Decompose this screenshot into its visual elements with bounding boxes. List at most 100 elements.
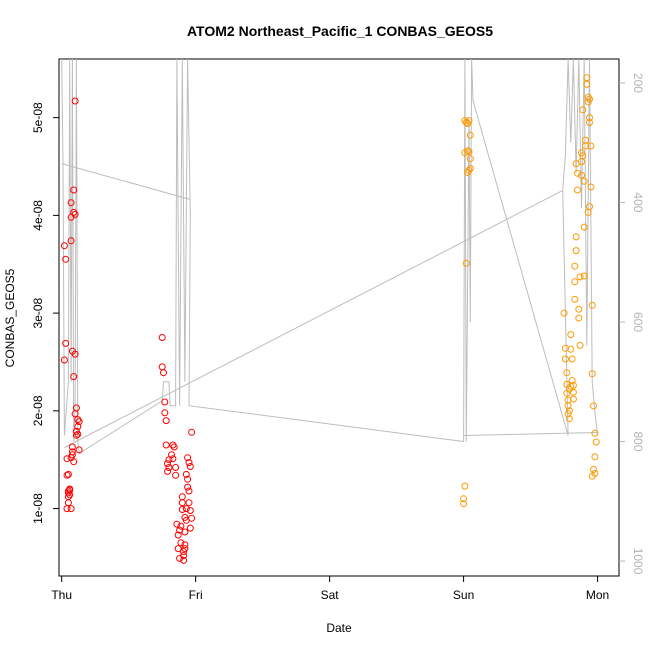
data-point: [74, 430, 82, 438]
data-point: [568, 377, 576, 384]
data-point: [571, 295, 579, 303]
data-point: [68, 443, 76, 451]
data-point: [174, 531, 182, 539]
data-point: [161, 398, 169, 406]
data-point: [565, 407, 573, 415]
data-point: [590, 466, 597, 473]
data-point: [580, 223, 588, 231]
data-point: [64, 487, 72, 495]
data-point: [162, 441, 170, 449]
data-point: [66, 486, 74, 494]
y2-tick-label: 1000: [631, 548, 645, 575]
y-axis-label: CONBAS_GEOS5: [3, 268, 17, 367]
data-point: [586, 114, 593, 122]
data-point: [460, 500, 468, 508]
data-point: [588, 301, 596, 309]
chart-title: ATOM2 Northeast_Pacific_1 CONBAS_GEOS5: [187, 23, 493, 39]
data-point: [465, 117, 473, 125]
data-point: [575, 305, 583, 313]
x-tick-label: Mon: [586, 588, 609, 602]
data-point: [578, 171, 585, 179]
data-point: [70, 373, 78, 381]
data-point: [461, 149, 469, 157]
pressure-segment: [64, 190, 563, 448]
data-point: [177, 522, 185, 530]
data-point: [571, 262, 579, 270]
data-point: [580, 177, 588, 185]
data-point: [572, 233, 580, 241]
data-point: [181, 541, 189, 549]
y2-tick-label: 400: [631, 192, 645, 212]
data-point: [186, 524, 194, 532]
data-point: [165, 464, 173, 471]
data-point: [186, 507, 194, 514]
data-point: [582, 136, 589, 144]
data-point: [590, 402, 597, 410]
data-point: [560, 309, 568, 317]
x-tick-label: Sat: [321, 588, 340, 602]
data-point: [565, 415, 573, 423]
data-point: [180, 556, 188, 564]
data-point: [67, 199, 75, 207]
data-point: [579, 152, 587, 160]
data-point: [182, 505, 190, 513]
data-point: [582, 142, 589, 150]
data-point: [583, 80, 591, 88]
data-point: [63, 471, 71, 479]
pressure-segment: [61, 163, 191, 200]
data-point: [464, 168, 472, 176]
plot-frame: [58, 58, 620, 577]
pressure-line: [61, 59, 599, 455]
data-point: [461, 482, 469, 490]
data-point: [563, 369, 571, 377]
data-point: [177, 539, 185, 547]
data-point: [184, 483, 192, 491]
data-point: [72, 404, 80, 412]
data-point: [460, 495, 468, 503]
data-point: [575, 314, 583, 322]
data-point: [62, 339, 70, 347]
data-point: [587, 142, 595, 150]
data-point: [185, 459, 193, 467]
data-point: [586, 203, 593, 211]
data-point: [574, 169, 581, 177]
data-point: [586, 95, 593, 103]
data-point: [184, 475, 192, 483]
data-point: [569, 395, 577, 403]
data-point: [568, 355, 576, 363]
data-point: [164, 467, 171, 475]
data-point: [70, 208, 78, 216]
data-point: [158, 334, 166, 341]
data-point: [466, 131, 474, 139]
y2-tick-label: 200: [631, 73, 645, 93]
data-point: [64, 499, 72, 507]
data-point: [160, 369, 167, 377]
data-point: [465, 148, 473, 156]
data-point: [576, 341, 584, 349]
data-point: [72, 431, 80, 439]
data-point: [567, 331, 575, 339]
data-point: [182, 516, 190, 524]
data-point: [580, 272, 588, 280]
data-point: [569, 388, 577, 396]
data-point: [592, 438, 600, 446]
data-point: [172, 471, 180, 479]
data-point: [180, 552, 188, 559]
data-point: [466, 155, 474, 163]
y-axis: 1e-08 2e-08 3e-08 4e-08 5e-08: [31, 102, 59, 524]
data-point: [162, 417, 170, 425]
data-point: [571, 278, 579, 286]
data-point: [186, 463, 194, 470]
data-point: [169, 455, 177, 463]
x-axis-label: Date: [326, 621, 352, 635]
data-point: [67, 505, 75, 513]
data-point: [172, 464, 180, 471]
data-point: [70, 458, 78, 466]
data-points: [60, 74, 600, 564]
x-axis: Thu Fri Sat Sun Mon: [51, 576, 609, 602]
data-point: [462, 259, 470, 267]
data-point: [188, 428, 196, 436]
x-tick-label: Sun: [453, 588, 474, 602]
y-tick-label: 4e-08: [31, 200, 45, 231]
